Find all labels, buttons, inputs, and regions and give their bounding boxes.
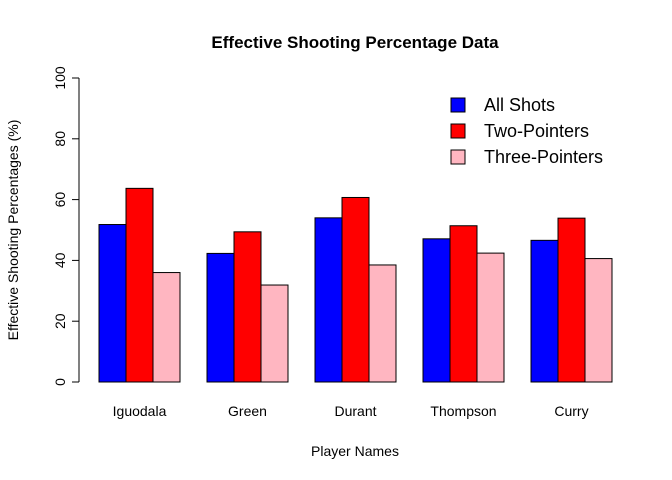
category-labels: Iguodala Green Durant Thompson Curry [113,403,589,419]
bar [530,239,559,383]
bar [449,225,478,383]
bar [422,238,451,383]
chart-title: Effective Shooting Percentage Data [211,33,499,52]
legend-label: All Shots [484,95,555,115]
legend-swatch [450,97,466,113]
bar [341,196,370,383]
bar [557,217,586,383]
bar [152,272,181,383]
x-axis-label: Player Names [311,443,399,459]
bar [206,252,235,383]
bars [98,187,613,383]
y-axis: 0 20 40 60 80 100 [52,66,80,386]
bar [233,231,262,383]
legend-label: Three-Pointers [484,147,603,167]
bar [584,258,613,383]
legend-label: Two-Pointers [484,121,589,141]
bar [125,187,154,383]
y-tick-label: 60 [52,192,68,208]
bar [368,264,397,383]
category-label: Durant [334,403,376,419]
category-label: Iguodala [113,403,167,419]
bar [314,217,343,383]
y-tick-label: 20 [52,313,68,329]
y-tick-label: 40 [52,252,68,268]
y-tick-label: 100 [52,66,68,90]
legend-swatch [450,123,466,139]
category-label: Curry [554,403,588,419]
bar [98,224,127,383]
y-axis-label: Effective Shooting Percentages (%) [5,120,21,341]
legend-swatch [450,149,466,165]
bar [476,252,505,383]
category-label: Thompson [430,403,496,419]
category-label: Green [228,403,267,419]
legend: All Shots Two-Pointers Three-Pointers [450,95,603,167]
bar [260,284,289,383]
y-tick-label: 80 [52,131,68,147]
y-tick-label: 0 [52,378,68,386]
